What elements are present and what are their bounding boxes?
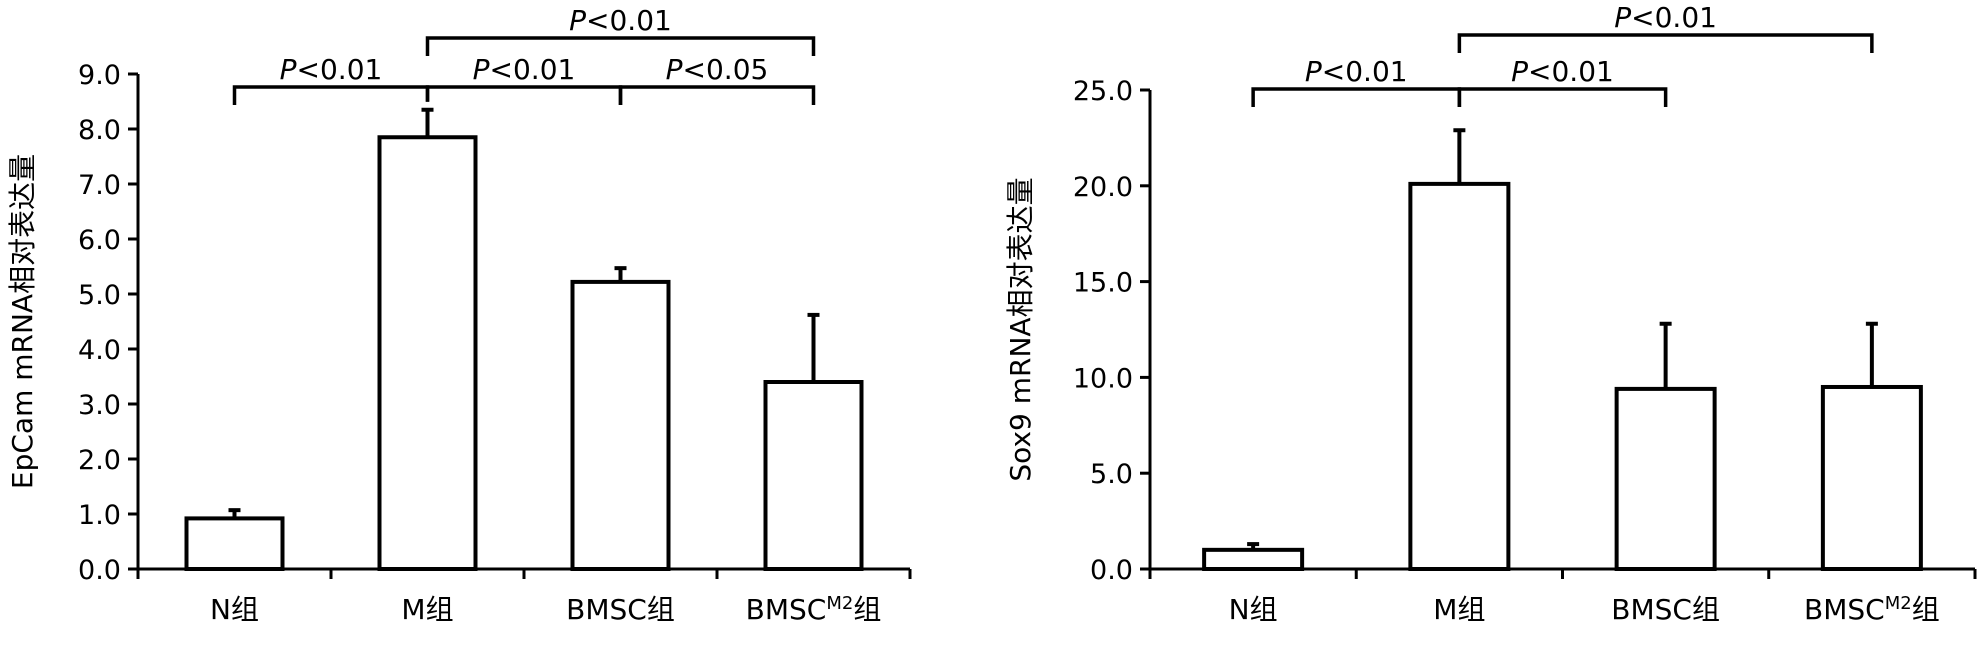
y-tick-label: 0.0 <box>78 555 121 586</box>
y-tick-label: 1.0 <box>78 500 121 531</box>
category-label: BMSC组 <box>566 593 675 626</box>
y-tick-label: 8.0 <box>78 115 121 146</box>
y-axis-label: Sox9 mRNA相对表达量 <box>1004 177 1037 481</box>
p-value: <0.01 <box>586 4 672 37</box>
significance-label: P<0.01 <box>569 4 672 37</box>
p-value: <0.01 <box>1631 1 1717 34</box>
bar <box>1614 386 1717 571</box>
bar <box>377 135 478 571</box>
y-tick-label: 5.0 <box>78 280 121 311</box>
category-label: N组 <box>1229 593 1278 626</box>
significance-bracket <box>1457 87 1668 107</box>
p-value: <0.01 <box>490 53 576 86</box>
category-label: M组 <box>401 593 453 626</box>
category-main: BMSC组 <box>566 593 675 626</box>
y-tick-label: 7.0 <box>78 170 121 201</box>
y-tick-label: 20.0 <box>1073 172 1133 203</box>
category-superscript: M2 <box>826 593 853 614</box>
significance-bracket <box>425 85 623 105</box>
sox9-chart: 0.0 5.0 10.0 15.0 20.0 25.0 Sox9 mRNA相对表达量 N组 M组… <box>1004 1 1977 626</box>
y-tick-label: 0.0 <box>1090 555 1133 586</box>
category-superscript: M2 <box>1885 593 1912 614</box>
p-value: <0.05 <box>683 53 769 86</box>
significance-label: P<0.01 <box>1511 55 1614 88</box>
significance-bracket <box>425 36 816 56</box>
significance-bracket <box>1457 33 1874 53</box>
bar <box>570 279 671 571</box>
y-tick-label: 15.0 <box>1073 268 1133 299</box>
category-tail: 组 <box>853 593 881 626</box>
y-axis-label: EpCam mRNA相对表达量 <box>6 154 39 489</box>
p-symbol: P <box>280 53 297 86</box>
category-main: BMSC组 <box>1611 593 1720 626</box>
bar <box>184 516 285 572</box>
p-value: <0.01 <box>297 53 383 86</box>
category-main: N组 <box>1229 593 1278 626</box>
significance-label: P<0.01 <box>1305 55 1408 88</box>
epcam-chart: 0.0 1.0 2.0 3.0 4.0 5.0 6.0 7.0 8.0 9.0 EpCam mRNA… <box>6 4 912 626</box>
y-tick-label: 2.0 <box>78 445 121 476</box>
p-symbol: P <box>666 53 683 86</box>
category-label: BMSCM2组 <box>746 593 882 626</box>
category-label: BMSC组 <box>1611 593 1720 626</box>
significance-bracket <box>232 85 430 105</box>
significance-label: P<0.01 <box>473 53 576 86</box>
p-symbol: P <box>569 4 586 37</box>
significance-bracket <box>618 85 816 105</box>
significance-label: P<0.01 <box>1614 1 1717 34</box>
p-symbol: P <box>473 53 490 86</box>
category-main: M组 <box>401 593 453 626</box>
p-symbol: P <box>1511 55 1528 88</box>
category-main: M组 <box>1433 593 1485 626</box>
category-main: BMSC <box>1804 593 1885 626</box>
y-tick-label: 4.0 <box>78 335 121 366</box>
category-main: BMSC <box>746 593 827 626</box>
y-tick-label: 5.0 <box>1090 459 1133 490</box>
y-tick-label: 25.0 <box>1073 76 1133 107</box>
category-tail: 组 <box>1912 593 1940 626</box>
category-label: BMSCM2组 <box>1804 593 1940 626</box>
significance-bracket <box>1251 87 1462 107</box>
category-label: M组 <box>1433 593 1485 626</box>
significance-label: P<0.01 <box>280 53 383 86</box>
p-symbol: P <box>1614 1 1631 34</box>
bar <box>1820 384 1923 572</box>
y-tick-label: 10.0 <box>1073 363 1133 394</box>
p-symbol: P <box>1305 55 1322 88</box>
significance-label: P<0.05 <box>666 53 769 86</box>
p-value: <0.01 <box>1322 55 1408 88</box>
bar <box>1408 181 1511 571</box>
y-tick-label: 3.0 <box>78 390 121 421</box>
category-main: N组 <box>210 593 259 626</box>
y-tick-label: 6.0 <box>78 225 121 256</box>
y-tick-label: 9.0 <box>78 60 121 91</box>
category-label: N组 <box>210 593 259 626</box>
p-value: <0.01 <box>1528 55 1614 88</box>
bar <box>763 380 864 571</box>
bar <box>1202 547 1305 572</box>
